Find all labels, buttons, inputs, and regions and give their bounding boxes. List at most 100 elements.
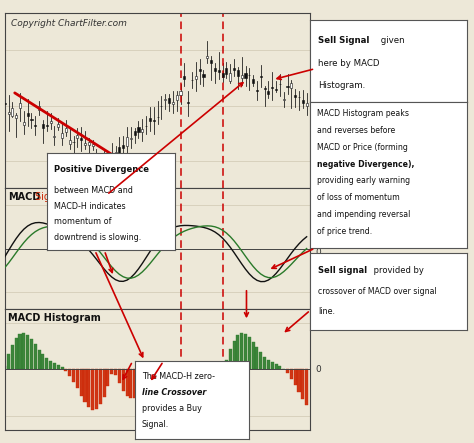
Bar: [148, 369, 152, 384]
Bar: [87, 369, 91, 407]
Bar: [278, 366, 282, 369]
Bar: [179, 369, 182, 377]
Text: between MACD and: between MACD and: [54, 186, 133, 195]
Bar: [274, 364, 278, 369]
Bar: [126, 137, 128, 146]
Bar: [80, 369, 82, 396]
Bar: [183, 76, 185, 78]
Text: given: given: [378, 36, 404, 45]
Text: Sell Signal: Sell Signal: [319, 36, 370, 45]
Bar: [172, 369, 174, 370]
Bar: [19, 103, 21, 109]
Bar: [191, 369, 193, 398]
Bar: [69, 140, 71, 144]
Bar: [259, 352, 262, 369]
Bar: [241, 75, 243, 78]
Bar: [194, 369, 197, 404]
Bar: [54, 136, 55, 137]
Bar: [133, 369, 136, 398]
Bar: [84, 143, 86, 145]
Text: providing early warning: providing early warning: [317, 176, 410, 186]
Text: Sell signal: Sell signal: [319, 266, 367, 276]
Bar: [302, 100, 304, 103]
Bar: [107, 163, 109, 164]
Bar: [26, 335, 29, 369]
Bar: [57, 365, 60, 369]
Bar: [183, 369, 186, 383]
Text: Copyright ChartFilter.com: Copyright ChartFilter.com: [11, 19, 127, 27]
Bar: [134, 131, 136, 135]
Bar: [145, 369, 148, 388]
Bar: [255, 347, 258, 369]
Text: Histogram.: Histogram.: [319, 81, 365, 89]
Bar: [263, 357, 266, 369]
Bar: [30, 339, 33, 369]
Bar: [225, 69, 228, 74]
Bar: [290, 369, 293, 379]
Bar: [233, 341, 236, 369]
Bar: [221, 369, 224, 371]
Bar: [76, 369, 79, 389]
Text: Positive Divergence: Positive Divergence: [54, 164, 149, 174]
Text: line Crossover: line Crossover: [142, 388, 206, 397]
Bar: [225, 360, 228, 369]
Bar: [286, 86, 289, 87]
Bar: [267, 91, 270, 94]
Bar: [7, 354, 10, 369]
Bar: [180, 90, 182, 95]
Bar: [202, 369, 205, 410]
Text: Signal Line: Signal Line: [35, 192, 89, 202]
Bar: [290, 83, 292, 88]
Bar: [72, 369, 75, 381]
Text: MACD Histogram peaks: MACD Histogram peaks: [317, 109, 409, 118]
Bar: [176, 95, 178, 100]
Bar: [199, 69, 201, 70]
Bar: [106, 369, 109, 386]
Bar: [15, 115, 17, 118]
Bar: [145, 126, 147, 127]
Bar: [34, 345, 37, 369]
Bar: [83, 369, 87, 402]
Bar: [27, 113, 29, 116]
Bar: [187, 369, 190, 390]
Bar: [99, 369, 102, 404]
Bar: [18, 334, 21, 369]
Text: line.: line.: [319, 307, 335, 316]
Text: MACD or Price (forming: MACD or Price (forming: [317, 143, 408, 152]
Bar: [4, 103, 6, 105]
Bar: [218, 70, 220, 72]
Bar: [61, 133, 63, 138]
Text: here by MACD: here by MACD: [319, 59, 380, 68]
Text: 0: 0: [315, 248, 321, 256]
Bar: [228, 349, 232, 369]
Bar: [103, 160, 105, 162]
Bar: [122, 145, 124, 148]
Bar: [252, 342, 255, 369]
Bar: [260, 76, 262, 77]
Bar: [11, 345, 14, 369]
Bar: [122, 369, 125, 391]
Bar: [53, 363, 56, 369]
Text: 0: 0: [315, 365, 321, 374]
Bar: [73, 141, 74, 142]
Bar: [114, 369, 117, 375]
Text: provided by: provided by: [372, 266, 424, 276]
Bar: [283, 99, 285, 100]
Bar: [95, 369, 98, 408]
Text: crossover of MACD over signal: crossover of MACD over signal: [319, 288, 437, 296]
Bar: [15, 338, 18, 369]
Bar: [217, 369, 220, 383]
Bar: [233, 68, 235, 70]
Bar: [11, 109, 13, 116]
Bar: [167, 369, 171, 372]
Bar: [91, 369, 94, 410]
Text: The MACD-H zero-: The MACD-H zero-: [142, 372, 215, 381]
Bar: [64, 369, 67, 371]
Bar: [99, 157, 101, 163]
Bar: [37, 350, 41, 369]
Bar: [264, 88, 265, 89]
Text: and reverses before: and reverses before: [317, 126, 395, 135]
Bar: [65, 128, 67, 132]
Text: negative Divergence),: negative Divergence),: [317, 159, 414, 169]
Bar: [237, 70, 239, 76]
